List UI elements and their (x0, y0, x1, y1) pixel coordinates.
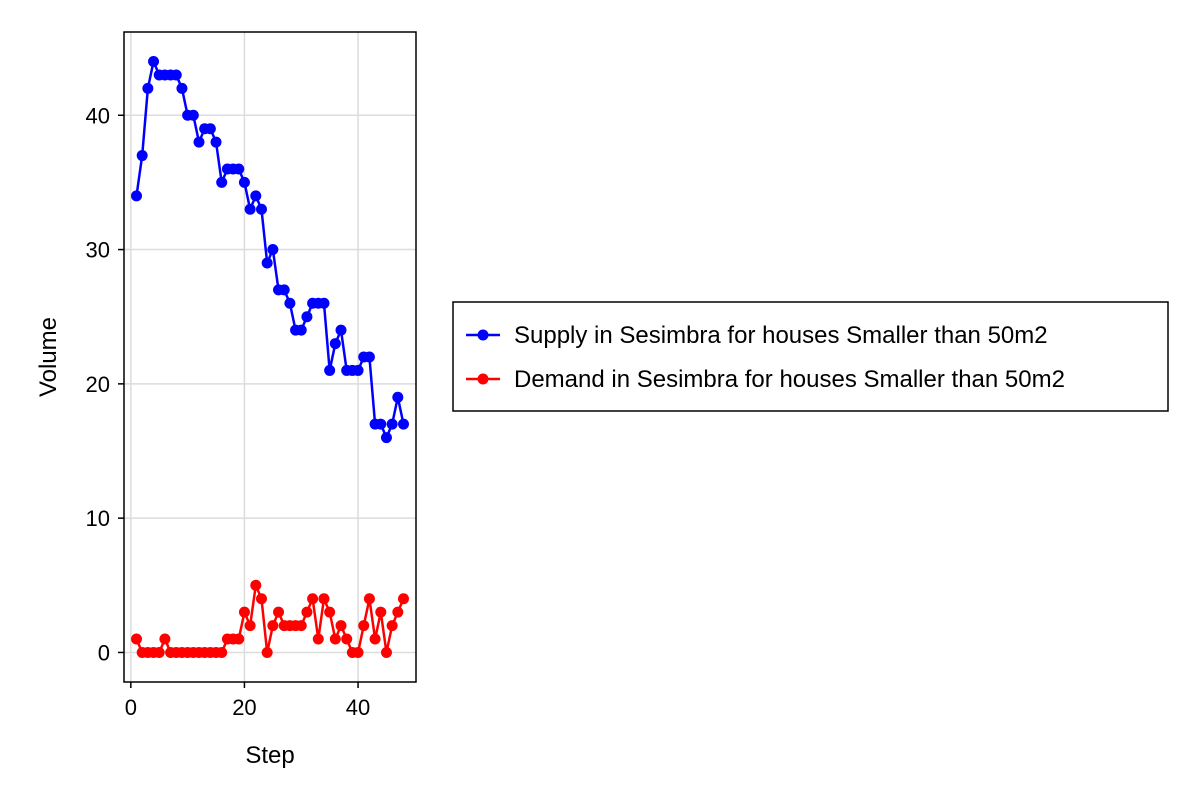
plot-frame (123, 31, 417, 683)
data-point (176, 82, 188, 94)
x-tick-label: 0 (125, 695, 137, 720)
series-layer (130, 56, 410, 658)
data-point (358, 620, 370, 632)
y-axis-label: Volume (35, 317, 62, 397)
data-point (335, 620, 347, 632)
legend-label-supply: Supply in Sesimbra for houses Smaller th… (514, 322, 1048, 349)
data-point (329, 338, 341, 350)
data-point (267, 244, 279, 256)
data-point (375, 418, 387, 430)
data-point (159, 633, 171, 645)
data-point (273, 606, 285, 618)
data-point (238, 606, 250, 618)
data-point (250, 190, 262, 202)
data-point (318, 297, 330, 309)
legend-entry-supply: Supply in Sesimbra for houses Smaller th… (466, 322, 1048, 349)
data-point (204, 123, 216, 135)
data-point (312, 633, 324, 645)
data-point (278, 284, 290, 296)
data-point (136, 150, 148, 162)
data-point (335, 324, 347, 336)
data-point (295, 324, 307, 336)
data-point (392, 606, 404, 618)
data-point (380, 646, 392, 658)
data-point (130, 633, 142, 645)
data-point (398, 418, 410, 430)
series-1 (130, 56, 410, 444)
series-2 (130, 579, 410, 658)
data-point (130, 190, 142, 202)
legend: Supply in Sesimbra for houses Smaller th… (452, 301, 1169, 412)
data-point (261, 257, 273, 269)
legend-label-demand: Demand in Sesimbra for houses Smaller th… (514, 366, 1065, 393)
data-point (170, 69, 182, 81)
legend-box (452, 301, 1169, 412)
data-point (352, 364, 364, 376)
y-tick-label: 40 (86, 103, 110, 128)
data-point (307, 593, 319, 605)
y-tick-label: 0 (98, 640, 110, 665)
data-point (386, 620, 398, 632)
x-axis-label: Step (245, 742, 294, 769)
data-point (329, 633, 341, 645)
data-point (363, 351, 375, 363)
data-point (369, 633, 381, 645)
data-point (148, 56, 160, 68)
data-point (324, 606, 336, 618)
data-point (187, 109, 199, 121)
data-point (233, 163, 245, 175)
data-point (386, 418, 398, 430)
data-point (295, 620, 307, 632)
data-point (244, 620, 256, 632)
data-point (363, 593, 375, 605)
data-point (375, 606, 387, 618)
data-point (250, 579, 262, 591)
data-point (244, 203, 256, 215)
data-point (324, 364, 336, 376)
data-point (318, 593, 330, 605)
data-point (352, 646, 364, 658)
y-tick-label: 20 (86, 372, 110, 397)
data-point (255, 593, 267, 605)
x-tick-label: 20 (232, 695, 256, 720)
data-point (392, 391, 404, 403)
legend-entry-demand: Demand in Sesimbra for houses Smaller th… (466, 366, 1065, 393)
data-point (193, 136, 205, 148)
data-point (267, 620, 279, 632)
data-point (233, 633, 245, 645)
axis-ticks: 0 20 40 0 10 20 30 40 (86, 103, 371, 720)
y-tick-label: 30 (86, 238, 110, 263)
data-point (380, 432, 392, 444)
data-point (398, 593, 410, 605)
data-point (255, 203, 267, 215)
data-point (341, 633, 353, 645)
data-point (216, 646, 228, 658)
data-point (142, 82, 154, 94)
data-point (261, 646, 273, 658)
data-point (210, 136, 222, 148)
y-tick-label: 10 (86, 506, 110, 531)
series-line (135, 584, 405, 654)
data-point (301, 311, 313, 323)
legend-marker-supply (477, 329, 489, 341)
data-point (153, 646, 165, 658)
data-point (238, 176, 250, 188)
x-tick-label: 40 (346, 695, 370, 720)
legend-marker-demand (477, 373, 489, 385)
data-point (216, 176, 228, 188)
data-point (284, 297, 296, 309)
data-point (301, 606, 313, 618)
